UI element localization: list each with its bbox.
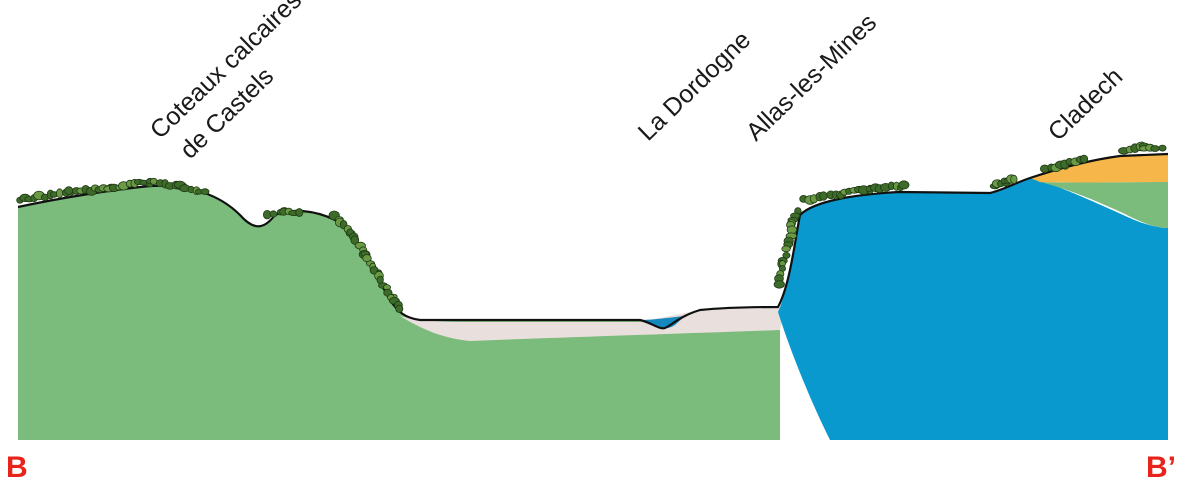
vegetation-clump <box>295 208 304 217</box>
label-cladech: Cladech <box>1043 62 1128 146</box>
vegetation-clump <box>773 280 785 289</box>
upper-green-layer <box>1040 182 1168 228</box>
vegetation-cover <box>16 141 1167 313</box>
vegetation-clump <box>395 304 404 313</box>
vegetation-clump <box>64 186 74 195</box>
vegetation-clump <box>269 210 278 218</box>
endpoint-b-prime: B’ <box>1146 451 1176 484</box>
vegetation-clump <box>1079 154 1089 164</box>
dordogne-river <box>640 316 685 329</box>
vegetation-clump <box>898 180 910 190</box>
vegetation-clump <box>1150 145 1160 152</box>
vegetation-clump <box>819 191 828 201</box>
alluvium-layer <box>400 307 785 341</box>
endpoint-b: B <box>6 451 28 484</box>
sand-layer <box>1030 154 1168 183</box>
vegetation-clump <box>1158 144 1167 152</box>
vegetation-clump <box>350 235 360 245</box>
vegetation-clump <box>200 188 210 195</box>
label-la-dordogne: La Dordogne <box>633 26 756 147</box>
vegetation-clump <box>1010 174 1018 184</box>
topographic-profile-line <box>17 152 1169 330</box>
vegetation-clump <box>55 188 64 199</box>
label-allas-les-mines: Allas-les-Mines <box>741 8 882 146</box>
blue-formation <box>778 178 1168 440</box>
vegetation-clump <box>781 245 791 253</box>
